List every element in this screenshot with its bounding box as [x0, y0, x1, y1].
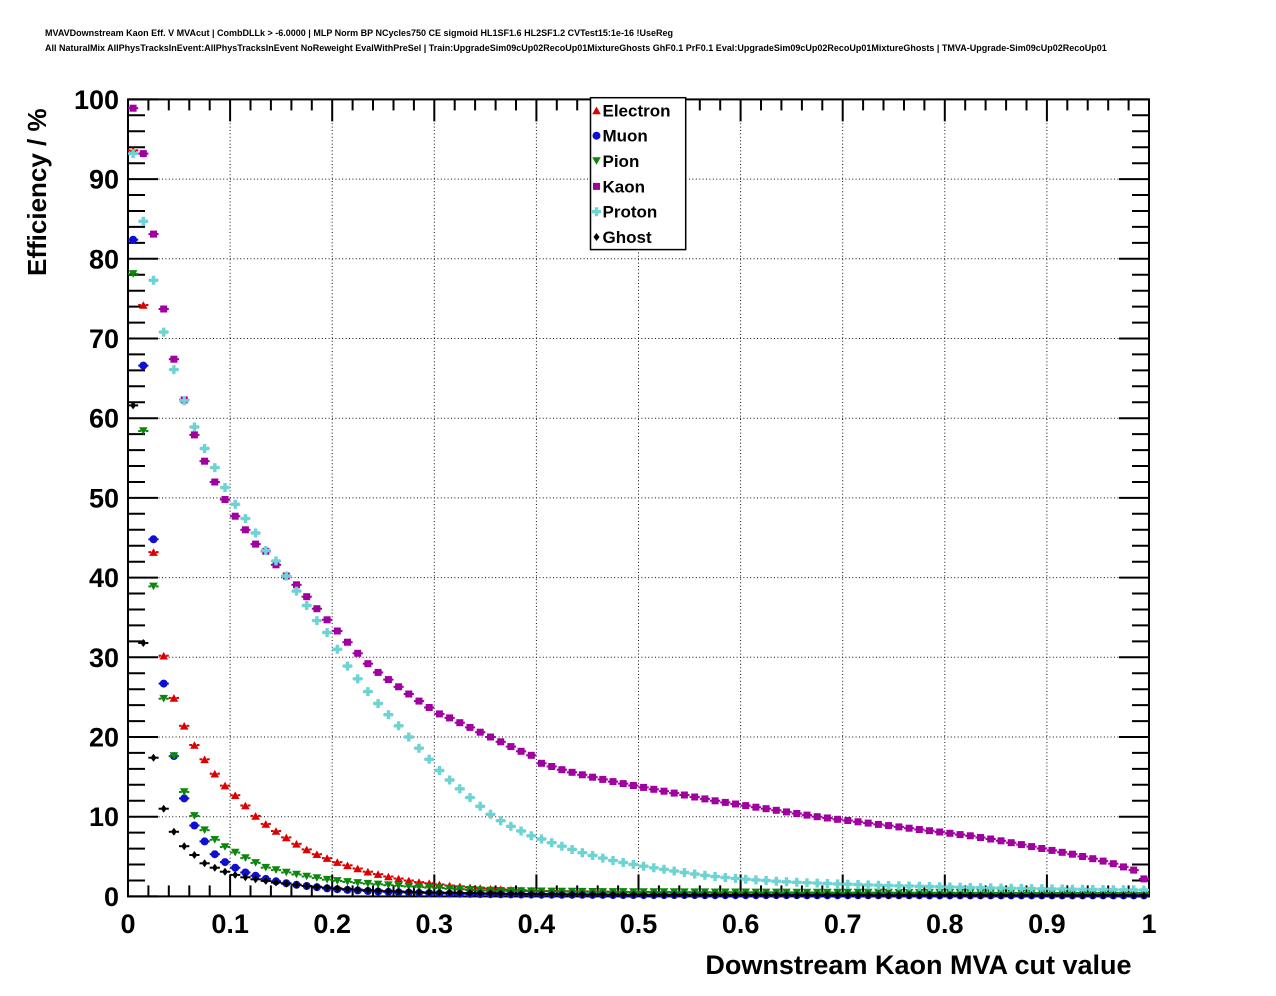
svg-text:40: 40: [89, 563, 119, 593]
svg-text:0.5: 0.5: [620, 909, 658, 939]
svg-text:Downstream Kaon MVA cut value: Downstream Kaon MVA cut value: [705, 950, 1131, 980]
svg-text:0.2: 0.2: [313, 909, 351, 939]
svg-text:Ghost: Ghost: [603, 228, 652, 247]
svg-text:1: 1: [1141, 909, 1156, 939]
svg-text:60: 60: [89, 404, 119, 434]
svg-text:0.3: 0.3: [416, 909, 454, 939]
svg-text:30: 30: [89, 643, 119, 673]
svg-text:Electron: Electron: [603, 101, 671, 120]
svg-text:100: 100: [74, 85, 119, 115]
svg-text:20: 20: [89, 723, 119, 753]
svg-text:Kaon: Kaon: [603, 177, 646, 196]
svg-text:0.8: 0.8: [926, 909, 964, 939]
svg-text:90: 90: [89, 165, 119, 195]
svg-text:0.1: 0.1: [211, 909, 249, 939]
svg-text:0.9: 0.9: [1028, 909, 1066, 939]
svg-text:0: 0: [120, 909, 135, 939]
svg-text:0.7: 0.7: [824, 909, 862, 939]
svg-text:Muon: Muon: [603, 127, 648, 146]
svg-text:Pion: Pion: [603, 152, 640, 171]
svg-text:Proton: Proton: [603, 203, 658, 222]
svg-text:70: 70: [89, 324, 119, 354]
svg-text:0: 0: [104, 882, 119, 912]
svg-text:80: 80: [89, 244, 119, 274]
svg-text:0.6: 0.6: [722, 909, 760, 939]
svg-text:0.4: 0.4: [518, 909, 556, 939]
svg-text:50: 50: [89, 483, 119, 513]
svg-text:All NaturalMix AllPhysTracksIn: All NaturalMix AllPhysTracksInEvent:AllP…: [45, 43, 1107, 53]
svg-text:Efficiency / %: Efficiency / %: [22, 108, 52, 276]
svg-text:10: 10: [89, 802, 119, 832]
svg-text:MVAVDownstream Kaon Eff. V MVA: MVAVDownstream Kaon Eff. V MVAcut | Comb…: [45, 28, 673, 38]
